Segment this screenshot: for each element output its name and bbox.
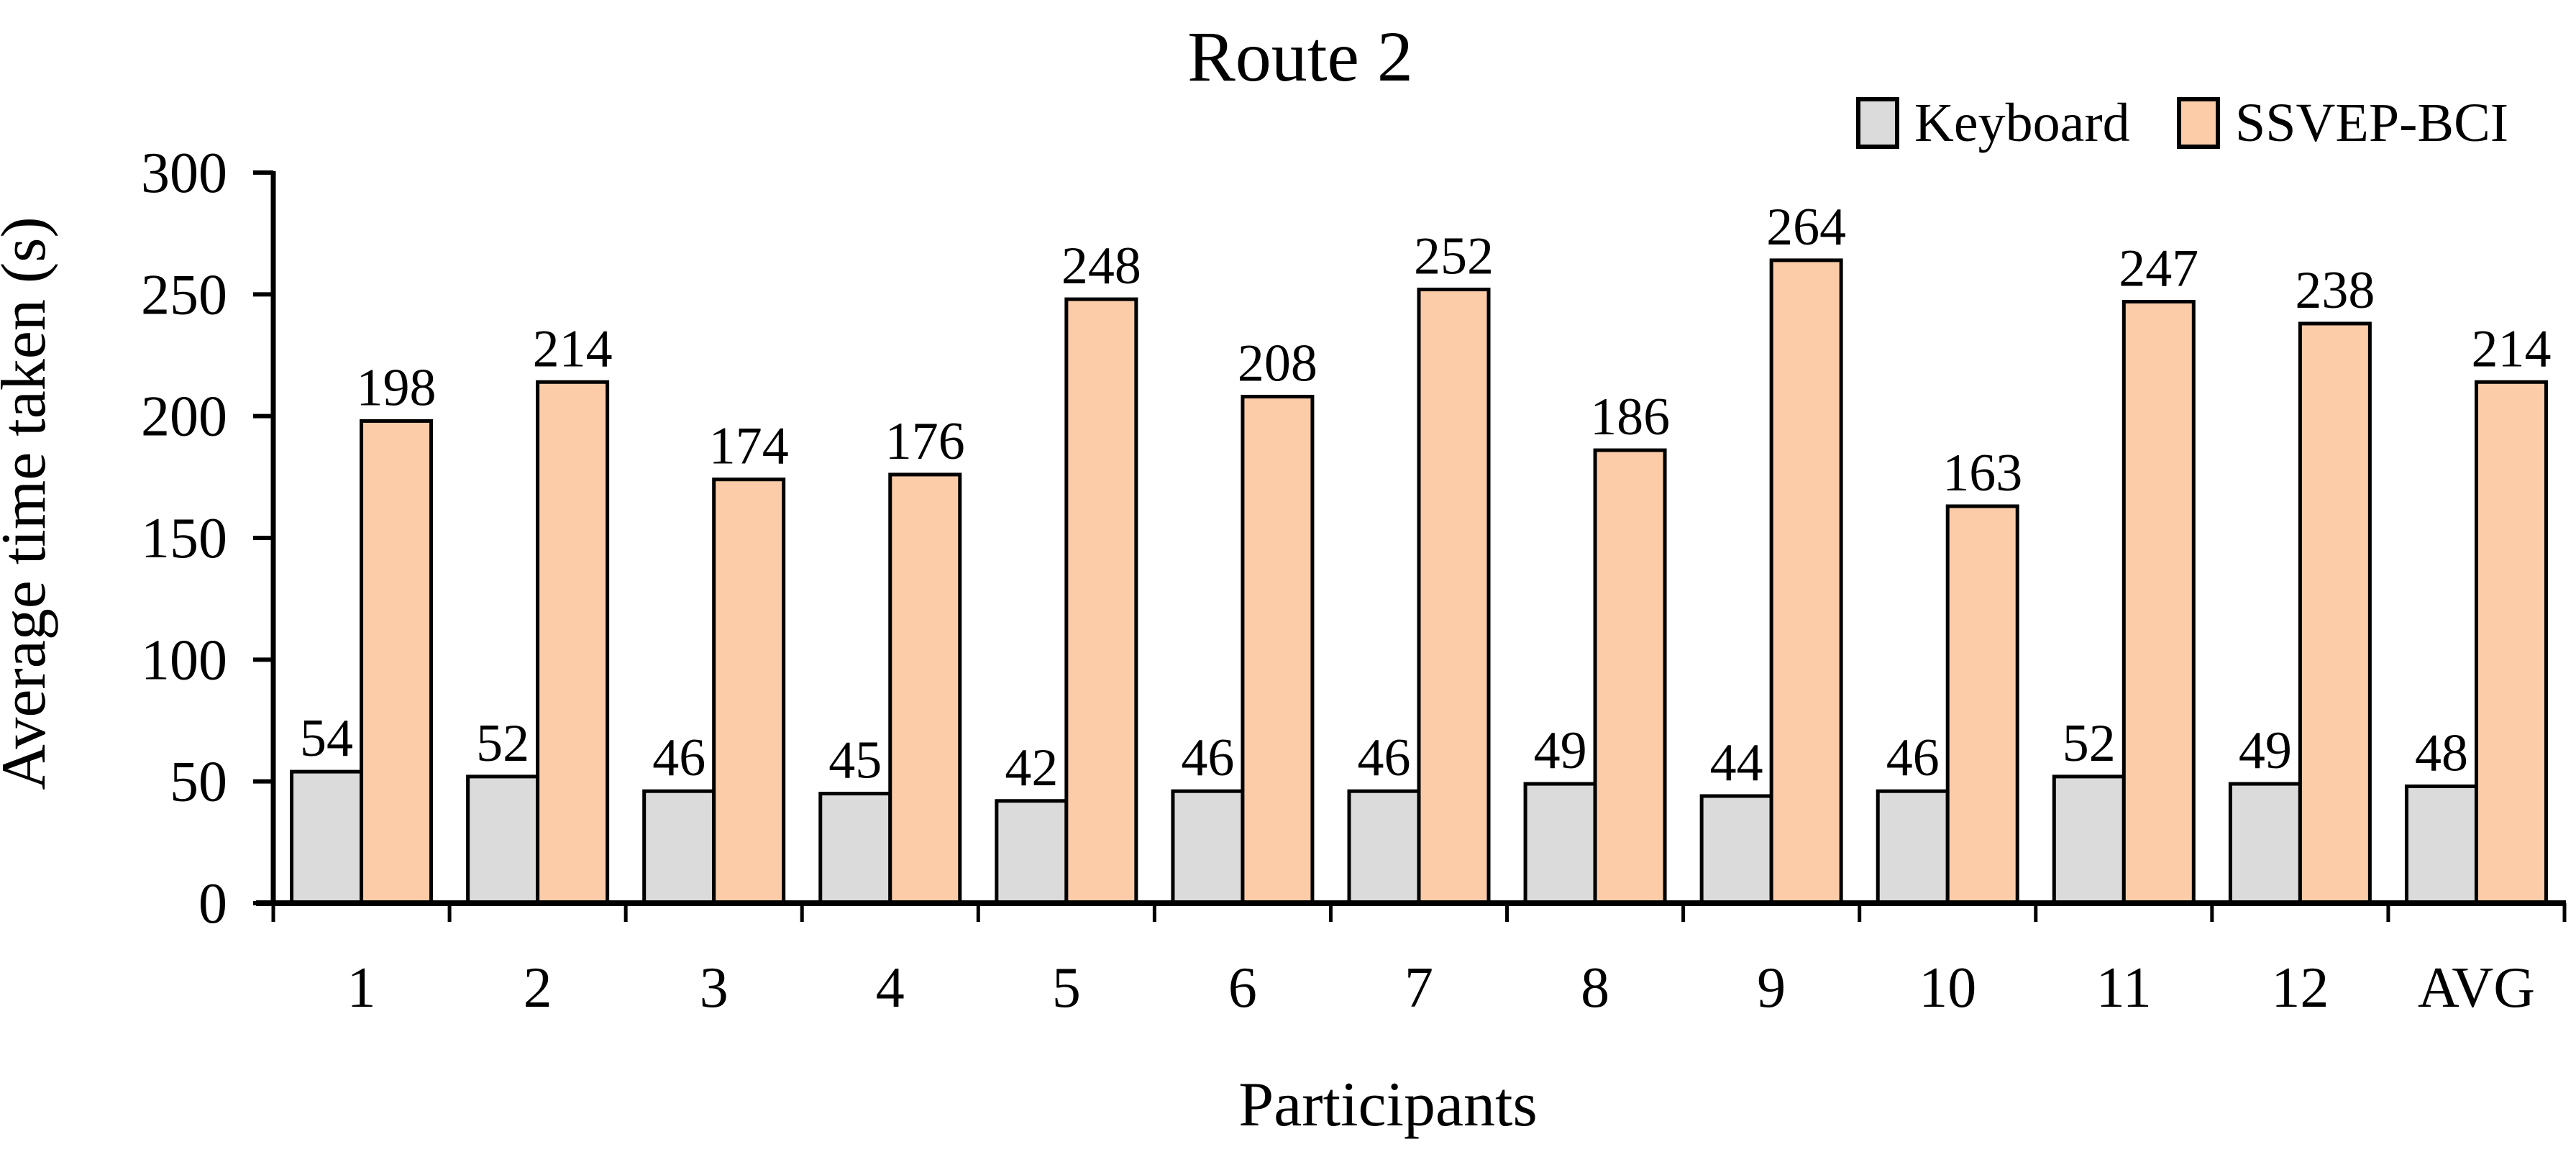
bar-ssvep-bci-11 <box>2121 299 2196 905</box>
y-axis-ticks: 0 50 100 150 200 250 300 <box>141 142 273 936</box>
y-tick-label-100: 100 <box>141 628 227 692</box>
y-tick-label-50: 50 <box>170 751 227 814</box>
category-label-2: 2 <box>524 956 552 1020</box>
bar-keyboard-9 <box>1699 794 1773 905</box>
bar-label-keyboard-10: 46 <box>1886 728 1940 787</box>
bar-label-ssvep-bci-4: 176 <box>885 412 965 471</box>
legend-swatch-keyboard <box>1856 97 1899 149</box>
bar-ssvep-bci-1 <box>360 419 434 905</box>
legend-label-keyboard: Keyboard <box>1914 93 2130 153</box>
bar-label-ssvep-bci-6: 208 <box>1238 334 1317 393</box>
bar-ssvep-bci-9 <box>1769 258 1843 905</box>
bar-label-keyboard-6: 46 <box>1181 728 1234 787</box>
bar-keyboard-3 <box>642 789 716 905</box>
bar-label-ssvep-bci-8: 186 <box>1590 388 1670 447</box>
y-tick-label-300: 300 <box>141 142 227 205</box>
category-label-8: 8 <box>1581 956 1609 1020</box>
category-label-3: 3 <box>700 956 729 1020</box>
category-label-AVG: AVG <box>2418 956 2535 1020</box>
bar-label-ssvep-bci-3: 174 <box>709 417 789 476</box>
bar-keyboard-12 <box>2228 782 2302 905</box>
x-axis-label: Participants <box>1238 1070 1537 1140</box>
legend-label-ssvep-bci: SSVEP-BCI <box>2235 93 2508 153</box>
bar-keyboard-2 <box>466 774 540 905</box>
bar-ssvep-bci-AVG <box>2474 380 2548 905</box>
category-label-11: 11 <box>2096 956 2152 1020</box>
data-labels: 54 198 52 214 46 174 45 176 42 248 46 208 46 252 49 186… <box>300 198 2551 797</box>
bar-label-keyboard-9: 44 <box>1710 733 1763 792</box>
category-label-12: 12 <box>2271 956 2329 1020</box>
bar-keyboard-10 <box>1876 789 1950 905</box>
bar-keyboard-AVG <box>2404 784 2478 905</box>
bar-ssvep-bci-12 <box>2298 321 2372 905</box>
bar-ssvep-bci-6 <box>1241 395 1315 905</box>
bar-label-ssvep-bci-1: 198 <box>357 358 437 417</box>
bar-keyboard-6 <box>1171 789 1245 905</box>
bar-keyboard-7 <box>1347 789 1421 905</box>
bar-label-ssvep-bci-2: 214 <box>533 319 613 378</box>
category-label-1: 1 <box>347 956 376 1020</box>
y-tick-label-250: 250 <box>141 263 227 326</box>
bar-label-keyboard-AVG: 48 <box>2415 723 2468 782</box>
category-label-7: 7 <box>1405 956 1433 1020</box>
category-label-10: 10 <box>1919 956 1976 1020</box>
bar-label-ssvep-bci-9: 264 <box>1766 198 1846 257</box>
bar-label-keyboard-12: 49 <box>2239 721 2292 780</box>
bar-label-ssvep-bci-5: 248 <box>1061 237 1141 296</box>
bar-keyboard-1 <box>290 769 364 905</box>
bar-ssvep-bci-2 <box>536 380 610 905</box>
bar-label-keyboard-7: 46 <box>1358 728 1411 787</box>
bar-keyboard-4 <box>818 792 892 905</box>
legend: Keyboard SSVEP-BCI <box>1856 93 2508 153</box>
bar-keyboard-5 <box>995 799 1069 905</box>
category-labels: 1 2 3 4 5 6 7 8 9 10 11 12 AVG <box>347 956 2535 1020</box>
bar-label-ssvep-bci-11: 247 <box>2119 239 2198 298</box>
y-axis-label: Average time taken (s) <box>0 216 59 790</box>
bar-label-keyboard-5: 42 <box>1005 739 1058 797</box>
bar-ssvep-bci-7 <box>1417 288 1491 905</box>
chart-title: Route 2 <box>1187 17 1413 96</box>
category-label-5: 5 <box>1052 956 1081 1020</box>
bars <box>290 258 2548 905</box>
bar-label-ssvep-bci-10: 163 <box>1942 444 2022 503</box>
bar-label-keyboard-4: 45 <box>828 731 882 790</box>
y-tick-label-0: 0 <box>198 872 227 936</box>
bar-label-ssvep-bci-7: 252 <box>1414 227 1494 286</box>
bar-label-keyboard-8: 49 <box>1534 721 1587 780</box>
x-axis-ticks <box>271 903 2567 922</box>
y-tick-label-200: 200 <box>141 385 227 449</box>
y-tick-label-150: 150 <box>141 507 227 570</box>
bar-label-keyboard-2: 52 <box>476 714 529 773</box>
bar-label-keyboard-3: 46 <box>652 728 705 787</box>
bar-label-ssvep-bci-12: 238 <box>2295 261 2375 320</box>
bar-label-ssvep-bci-AVG: 214 <box>2471 319 2551 378</box>
bar-ssvep-bci-5 <box>1064 297 1138 905</box>
bar-ssvep-bci-4 <box>888 472 962 905</box>
bar-ssvep-bci-10 <box>1945 504 2019 905</box>
category-label-6: 6 <box>1228 956 1257 1020</box>
category-label-4: 4 <box>876 956 905 1020</box>
legend-swatch-ssvep-bci <box>2177 97 2220 149</box>
category-label-9: 9 <box>1757 956 1786 1020</box>
bar-keyboard-11 <box>2052 774 2126 905</box>
bar-ssvep-bci-3 <box>712 477 786 905</box>
bar-ssvep-bci-8 <box>1593 448 1667 905</box>
bar-label-keyboard-1: 54 <box>300 709 353 768</box>
bar-label-keyboard-11: 52 <box>2063 714 2116 773</box>
bar-keyboard-8 <box>1523 782 1597 905</box>
